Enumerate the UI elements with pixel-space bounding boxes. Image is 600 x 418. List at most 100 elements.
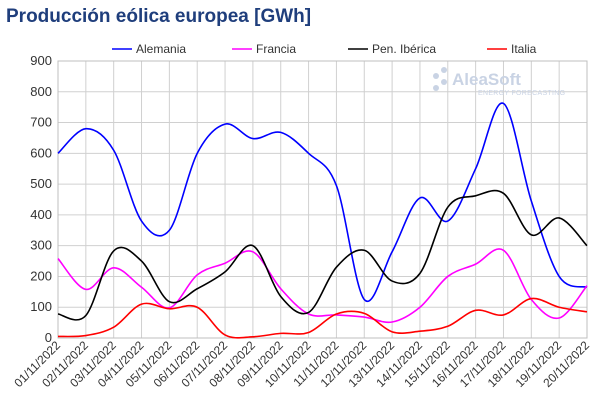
- data-point-francia: [474, 263, 476, 265]
- data-point-pen-iberica: [502, 192, 504, 194]
- data-point-alemania: [363, 298, 365, 300]
- data-point-pen-iberica: [363, 249, 365, 251]
- data-point-pen-iberica: [140, 260, 142, 262]
- legend: Alemania Francia Pen. Ibérica Italia: [112, 42, 537, 56]
- data-point-francia: [391, 321, 393, 323]
- y-tick-label: 100: [30, 299, 52, 314]
- data-point-italia: [530, 297, 532, 299]
- data-point-francia: [280, 288, 282, 290]
- data-point-alemania: [140, 220, 142, 222]
- data-point-italia: [196, 306, 198, 308]
- data-point-francia: [196, 274, 198, 276]
- data-point-italia: [335, 313, 337, 315]
- y-tick-label: 800: [30, 84, 52, 99]
- legend-item-italia: Italia: [487, 42, 537, 56]
- y-tick-label: 900: [30, 53, 52, 68]
- data-point-pen-iberica: [307, 311, 309, 313]
- data-point-pen-iberica: [57, 313, 59, 315]
- data-point-francia: [224, 262, 226, 264]
- data-point-pen-iberica: [447, 206, 449, 208]
- axes: 010020030040050060070080090001/11/202202…: [11, 53, 592, 390]
- data-point-pen-iberica: [280, 295, 282, 297]
- y-tick-label: 0: [45, 330, 52, 345]
- legend-item-alemania: Alemania: [112, 42, 186, 56]
- y-tick-label: 400: [30, 207, 52, 222]
- aleasoft-logo: AleaSoft ENERGY FORECASTING: [433, 67, 565, 97]
- legend-label: Italia: [511, 42, 537, 56]
- series-line-alemania: [57, 102, 588, 303]
- data-point-alemania: [419, 197, 421, 199]
- data-point-pen-iberica: [391, 280, 393, 282]
- data-point-pen-iberica: [112, 250, 114, 252]
- series-line-francia: [57, 248, 588, 324]
- data-point-alemania: [474, 168, 476, 170]
- series-line-italia: [57, 297, 588, 339]
- data-point-pen-iberica: [474, 195, 476, 197]
- data-point-alemania: [502, 102, 504, 104]
- series-line-pen-iberica: [57, 189, 588, 321]
- legend-item-pen-iberica: Pen. Ibérica: [348, 42, 436, 56]
- data-point-francia: [586, 284, 588, 286]
- data-point-italia: [224, 334, 226, 336]
- data-point-francia: [57, 257, 59, 259]
- data-point-italia: [419, 330, 421, 332]
- y-tick-label: 600: [30, 145, 52, 160]
- series: [57, 102, 588, 339]
- data-point-italia: [307, 331, 309, 333]
- legend-label: Pen. Ibérica: [372, 42, 436, 56]
- data-point-alemania: [168, 229, 170, 231]
- data-point-alemania: [224, 123, 226, 125]
- logo-icon: [433, 67, 447, 91]
- data-point-italia: [363, 312, 365, 314]
- y-tick-label: 300: [30, 238, 52, 253]
- data-point-francia: [558, 317, 560, 319]
- data-point-italia: [502, 314, 504, 316]
- data-point-pen-iberica: [419, 272, 421, 274]
- legend-label: Alemania: [136, 42, 186, 56]
- data-point-francia: [447, 275, 449, 277]
- data-point-pen-iberica: [586, 244, 588, 246]
- grid: [57, 60, 588, 339]
- data-point-pen-iberica: [224, 271, 226, 273]
- logo-tagline: ENERGY FORECASTING: [478, 90, 565, 97]
- data-point-alemania: [335, 184, 337, 186]
- data-point-pen-iberica: [168, 300, 170, 302]
- data-point-alemania: [196, 152, 198, 154]
- data-point-italia: [447, 325, 449, 327]
- data-point-francia: [85, 288, 87, 290]
- data-point-francia: [252, 251, 254, 253]
- data-point-italia: [252, 336, 254, 338]
- y-tick-label: 500: [30, 176, 52, 191]
- data-point-francia: [363, 316, 365, 318]
- data-point-francia: [140, 286, 142, 288]
- data-point-pen-iberica: [335, 266, 337, 268]
- legend-item-francia: Francia: [232, 42, 296, 56]
- data-point-alemania: [112, 149, 114, 151]
- data-point-alemania: [530, 200, 532, 202]
- legend-label: Francia: [256, 42, 296, 56]
- data-point-alemania: [307, 152, 309, 154]
- logo-name: AleaSoft: [452, 70, 521, 89]
- data-point-alemania: [252, 137, 254, 139]
- data-point-italia: [474, 309, 476, 311]
- y-tick-label: 700: [30, 115, 52, 130]
- plot-frame: [57, 60, 588, 339]
- data-point-italia: [168, 308, 170, 310]
- data-point-italia: [140, 303, 142, 305]
- data-point-italia: [558, 306, 560, 308]
- data-point-pen-iberica: [558, 217, 560, 219]
- data-point-alemania: [447, 220, 449, 222]
- data-point-francia: [112, 267, 114, 269]
- data-point-pen-iberica: [85, 314, 87, 316]
- data-point-alemania: [280, 131, 282, 133]
- data-point-pen-iberica: [196, 288, 198, 290]
- data-point-pen-iberica: [252, 244, 254, 246]
- data-point-francia: [502, 249, 504, 251]
- data-point-alemania: [57, 152, 59, 154]
- data-point-pen-iberica: [530, 234, 532, 236]
- data-point-italia: [85, 334, 87, 336]
- data-point-italia: [57, 335, 59, 337]
- data-point-alemania: [391, 251, 393, 253]
- data-point-alemania: [558, 275, 560, 277]
